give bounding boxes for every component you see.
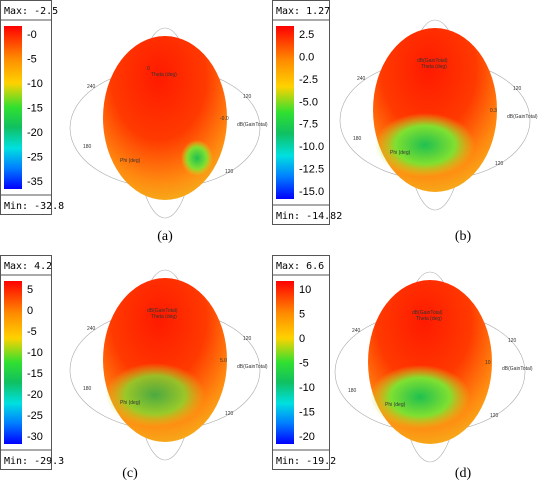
colorbar-tick-label: -10 <box>299 382 315 394</box>
max-label: Max: -2.5 <box>4 6 58 17</box>
axis-annotation: 0 <box>147 66 150 72</box>
min-label: Min: -32.8 <box>4 201 64 212</box>
axis-annotation: 180 <box>348 388 357 394</box>
colorbar-tick-label: -5 <box>27 54 37 66</box>
colorbar-tick-label: -15 <box>299 407 315 419</box>
axis-annotation: Theta (deg) <box>421 64 447 70</box>
colorbar-tick-label: -5 <box>27 326 37 338</box>
colorbar-tick-label: 2.5 <box>299 29 314 41</box>
colorbar <box>4 26 22 189</box>
panel: Max: 1.27 Min: -14.82 2.5 0.0 -2.5 -5.0 -7.5 -1… <box>272 0 538 244</box>
colorbar-tick-label: -5.0 <box>299 96 318 108</box>
axis-annotation: dB(GainTotal) <box>417 58 448 64</box>
axis-annotation: Phi (deg) <box>385 402 406 408</box>
colorbar-tick-label: -10 <box>27 78 43 90</box>
pattern-patch <box>105 363 205 427</box>
pattern-patch <box>370 365 470 429</box>
colorbar-tick-label: -25 <box>27 410 43 422</box>
colorbar-tick-label: 5 <box>27 284 33 296</box>
colorbar-tick-label: -15 <box>27 103 43 115</box>
axis-annotation: 0.3 <box>490 108 497 114</box>
panel: Max: -2.5 Min: -32.8 -0 -5 -10 -15 -20 -25 -35 0T… <box>0 0 268 244</box>
axis-annotation: 120 <box>225 411 234 417</box>
colorbar-tick-label: 5 <box>299 309 305 321</box>
axis-annotation: dB(GainTotal) <box>147 308 178 314</box>
min-label: Min: -14.82 <box>276 211 342 222</box>
panel-caption: (c) <box>122 466 138 481</box>
axis-annotation: 120 <box>508 338 517 344</box>
colorbar-tick-label: -20 <box>27 127 43 139</box>
colorbar-tick-label: -2.5 <box>299 74 318 86</box>
colorbar <box>276 26 294 199</box>
axis-annotation: dB(GainTotal) <box>412 310 443 316</box>
colorbar-tick-label: -0 <box>27 29 37 41</box>
max-label: Max: 1.27 <box>276 6 330 17</box>
axis-annotation: Theta (deg) <box>416 316 442 322</box>
axis-annotation: 240 <box>352 328 361 334</box>
axis-annotation: Phi (deg) <box>120 158 141 164</box>
colorbar-tick-label: -20 <box>27 389 43 401</box>
min-label: Min: -19.2 <box>276 456 336 467</box>
pattern-patch <box>181 140 213 176</box>
axis-annotation: dB(GainTotal) <box>237 122 268 128</box>
axis-annotation: 240 <box>357 76 366 82</box>
colorbar <box>4 281 22 444</box>
axis-annotation: Theta (deg) <box>151 314 177 320</box>
colorbar-tick-label: 0 <box>299 333 305 345</box>
axis-annotation: Theta (deg) <box>151 72 177 78</box>
axis-annotation: 10 <box>485 360 491 366</box>
panel-caption: (d) <box>455 466 472 481</box>
axis-annotation: 180 <box>83 386 92 392</box>
colorbar-tick-label: 0 <box>27 305 33 317</box>
colorbar-tick-label: -15 <box>27 368 43 380</box>
colorbar-tick-label: 10 <box>299 284 311 296</box>
axis-annotation: 240 <box>87 326 96 332</box>
axis-annotation: 240 <box>87 84 96 90</box>
axis-annotation: 120 <box>243 94 252 100</box>
colorbar-tick-label: -25 <box>27 152 43 164</box>
max-label: Max: 6.6 <box>276 261 324 272</box>
max-label: Max: 4.2 <box>4 261 52 272</box>
pattern-patch <box>375 113 475 177</box>
axis-annotation: -0.0 <box>220 116 229 122</box>
colorbar-tick-label: -30 <box>27 431 43 443</box>
colorbar-tick-label: -5 <box>299 358 309 370</box>
colorbar <box>276 281 294 444</box>
panel-caption: (b) <box>455 229 472 244</box>
colorbar-tick-label: 0.0 <box>299 51 314 63</box>
colorbar-tick-label: -7.5 <box>299 119 318 131</box>
panel: Max: 4.2 Min: -29.3 5 0 -5 -10 -15 -20 -25 -30 dB(… <box>0 255 268 481</box>
min-label: Min: -29.3 <box>4 456 64 467</box>
colorbar-tick-label: -10.0 <box>299 141 324 153</box>
pattern-body <box>103 36 227 200</box>
panel-caption: (a) <box>157 229 173 244</box>
colorbar-tick-label: -12.5 <box>299 164 324 176</box>
axis-annotation: 120 <box>495 161 504 167</box>
colorbar-tick-label: -10 <box>27 347 43 359</box>
axis-annotation: 180 <box>83 144 92 150</box>
axis-annotation: Phi (deg) <box>390 150 411 156</box>
panel: Max: 6.6 Min: -19.2 10 5 0 -5 -10 -15 -20 dB(Gain… <box>272 255 533 481</box>
axis-annotation: dB(GainTotal) <box>502 366 533 372</box>
axis-annotation: 120 <box>225 169 234 175</box>
axis-annotation: 120 <box>513 86 522 92</box>
axis-annotation: 5.0 <box>220 358 227 364</box>
colorbar-tick-label: -15.0 <box>299 186 324 198</box>
axis-annotation: 120 <box>243 336 252 342</box>
axis-annotation: Phi (deg) <box>120 400 141 406</box>
axis-annotation: 180 <box>353 136 362 142</box>
colorbar-tick-label: -35 <box>27 176 43 188</box>
axis-annotation: dB(GainTotal) <box>507 114 538 120</box>
axis-annotation: 120 <box>490 413 499 419</box>
axis-annotation: dB(GainTotal) <box>237 364 268 370</box>
colorbar-tick-label: -20 <box>299 431 315 443</box>
